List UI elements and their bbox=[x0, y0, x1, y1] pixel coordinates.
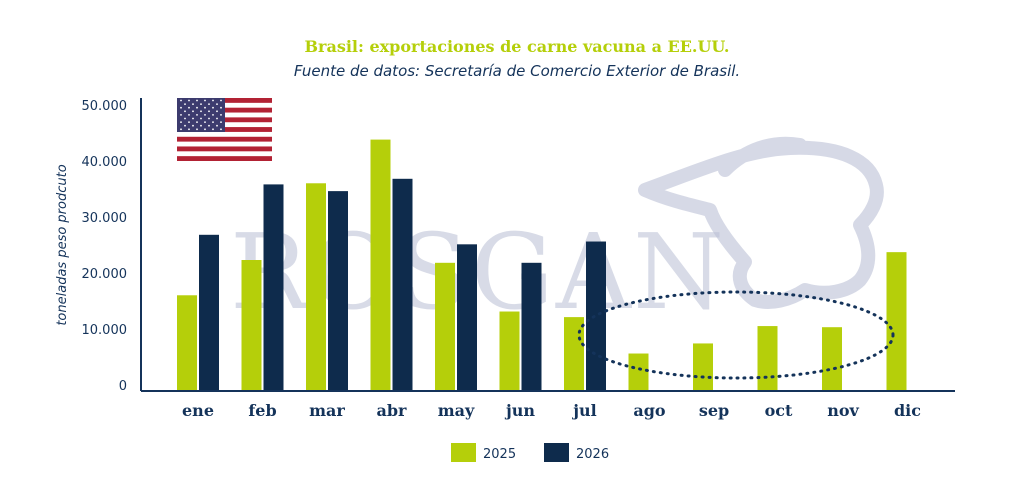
highlight-ellipse bbox=[577, 290, 895, 380]
bar-2025-jun bbox=[499, 311, 520, 391]
y-tick-label: 10.000 bbox=[82, 323, 128, 338]
bar-2025-nov bbox=[822, 327, 842, 391]
x-tick-label-oct: oct bbox=[765, 401, 793, 420]
x-tick-label-dic: dic bbox=[894, 401, 921, 420]
bar-2025-dic bbox=[886, 252, 907, 391]
bar-2026-abr bbox=[392, 178, 413, 391]
bar-2025-ene bbox=[177, 295, 197, 391]
y-tick-label: 20.000 bbox=[82, 267, 128, 282]
bar-2026-mar bbox=[328, 191, 348, 391]
legend-swatch-2025 bbox=[451, 443, 476, 462]
x-tick-label-feb: feb bbox=[248, 401, 276, 420]
x-tick-label-jul: jul bbox=[571, 401, 597, 420]
y-tick-label: 50.000 bbox=[82, 99, 128, 114]
legend: 2025 2026 bbox=[451, 443, 609, 462]
chart-title: Brasil: exportaciones de carne vacuna a … bbox=[305, 37, 730, 56]
bar-2026-jul bbox=[586, 241, 606, 391]
bar-2026-ene bbox=[199, 234, 219, 391]
us-flag-icon bbox=[177, 98, 272, 161]
bar-2025-jul bbox=[564, 317, 584, 391]
y-tick-label: 0 bbox=[119, 379, 127, 394]
bar-2025-feb bbox=[241, 260, 262, 391]
bar-2025-mar bbox=[306, 183, 326, 391]
bars bbox=[177, 139, 907, 391]
y-tick-labels: 0 10.000 20.000 30.000 40.000 50.000 bbox=[82, 99, 128, 394]
legend-swatch-2026 bbox=[544, 443, 569, 462]
y-tick-label: 40.000 bbox=[82, 155, 128, 170]
bar-2026-jun bbox=[521, 262, 542, 391]
bar-2026-may bbox=[457, 244, 477, 391]
x-tick-label-ene: ene bbox=[182, 401, 214, 420]
x-tick-label-abr: abr bbox=[377, 401, 408, 420]
bar-2025-ago bbox=[628, 353, 649, 391]
watermark-text: ROSGAN bbox=[230, 211, 726, 333]
chart-subtitle: Fuente de datos: Secretaría de Comercio … bbox=[294, 62, 740, 80]
y-tick-label: 30.000 bbox=[82, 211, 128, 226]
bar-2025-sep bbox=[693, 343, 713, 391]
legend-label-2026: 2026 bbox=[576, 447, 609, 462]
x-tick-label-jun: jun bbox=[504, 401, 535, 420]
bar-2025-abr bbox=[370, 139, 391, 391]
bar-2026-feb bbox=[263, 184, 284, 391]
x-tick-label-ago: ago bbox=[633, 401, 666, 420]
y-axis-label: toneladas peso prodcuto bbox=[55, 164, 70, 325]
x-tick-label-may: may bbox=[438, 401, 475, 420]
bar-2025-oct bbox=[757, 326, 778, 391]
x-tick-label-nov: nov bbox=[827, 401, 859, 420]
x-tick-label-mar: mar bbox=[309, 401, 345, 420]
x-tick-labels: ene feb mar abr may jun jul ago sep oct nov dic bbox=[182, 401, 921, 420]
x-tick-label-sep: sep bbox=[699, 401, 729, 420]
bar-2025-may bbox=[435, 262, 455, 391]
watermark-logo: ROSGAN bbox=[230, 136, 884, 333]
legend-label-2025: 2025 bbox=[483, 447, 516, 462]
cow-head-watermark-icon bbox=[638, 136, 884, 309]
